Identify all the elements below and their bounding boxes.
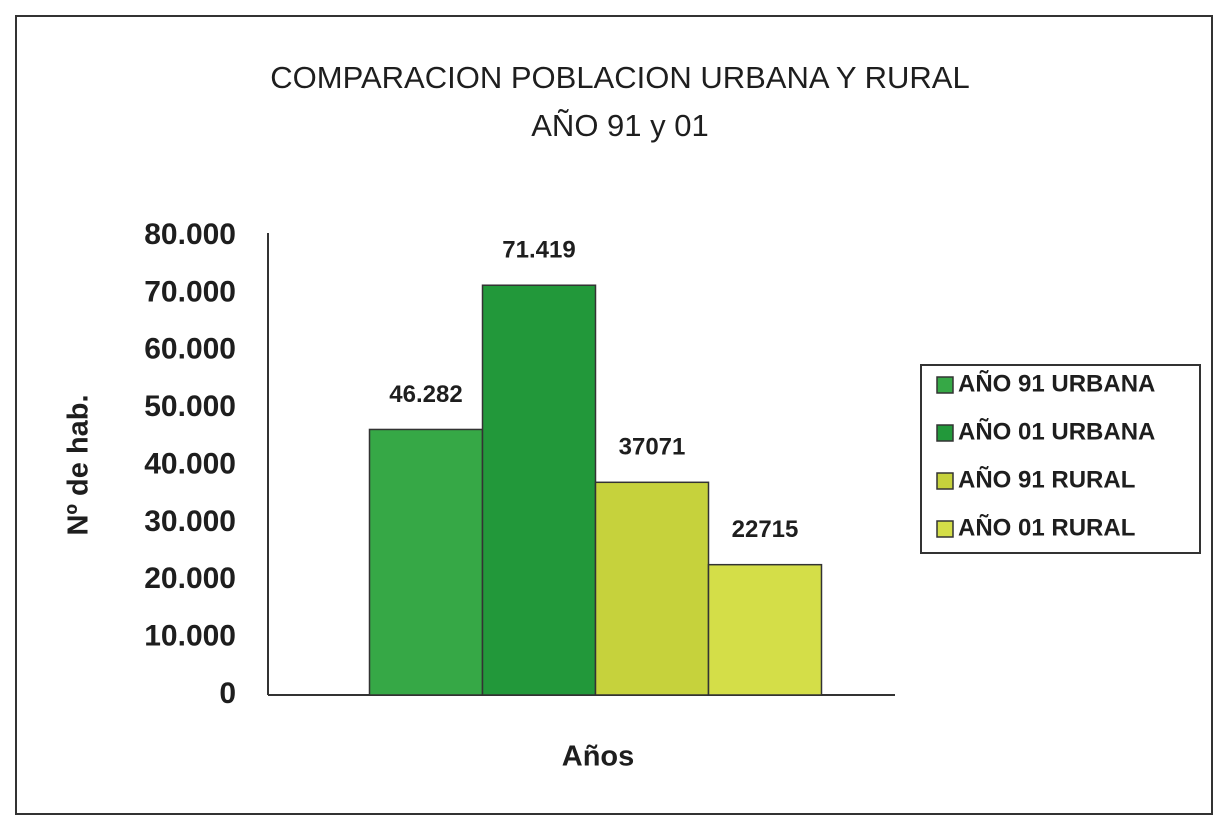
y-tick-label: 60.000: [144, 333, 236, 366]
value-label: 22715: [732, 516, 799, 543]
value-label: 37071: [619, 434, 686, 461]
y-tick-label: 0: [219, 677, 236, 710]
legend-swatch: [936, 472, 954, 490]
x-axis-title: Años: [562, 741, 635, 773]
bar: [481, 284, 597, 696]
y-tick-label: 10.000: [144, 620, 236, 653]
bar: [594, 481, 710, 696]
y-tick-label: 40.000: [144, 447, 236, 480]
y-axis-title: Nº de hab.: [63, 394, 95, 535]
legend-label: AÑO 01 URBANA: [958, 417, 1155, 445]
bar: [368, 428, 484, 696]
y-tick-label: 50.000: [144, 390, 236, 423]
legend-swatch: [936, 376, 954, 394]
y-tick-label: 80.000: [144, 218, 236, 251]
legend-box: [920, 364, 1201, 554]
value-label: 46.282: [389, 381, 462, 408]
y-tick-label: 70.000: [144, 275, 236, 308]
legend-swatch: [936, 520, 954, 538]
chart-title: AÑO 91 y 01: [531, 108, 708, 143]
legend-swatch: [936, 424, 954, 442]
y-tick-label: 30.000: [144, 505, 236, 538]
y-tick-label: 20.000: [144, 562, 236, 595]
bar: [707, 563, 823, 696]
legend-label: AÑO 91 URBANA: [958, 369, 1155, 397]
legend-label: AÑO 01 RURAL: [958, 513, 1135, 541]
legend-label: AÑO 91 RURAL: [958, 465, 1135, 493]
value-label: 71.419: [502, 237, 575, 264]
chart-title: COMPARACION POBLACION URBANA Y RURAL: [270, 60, 969, 95]
